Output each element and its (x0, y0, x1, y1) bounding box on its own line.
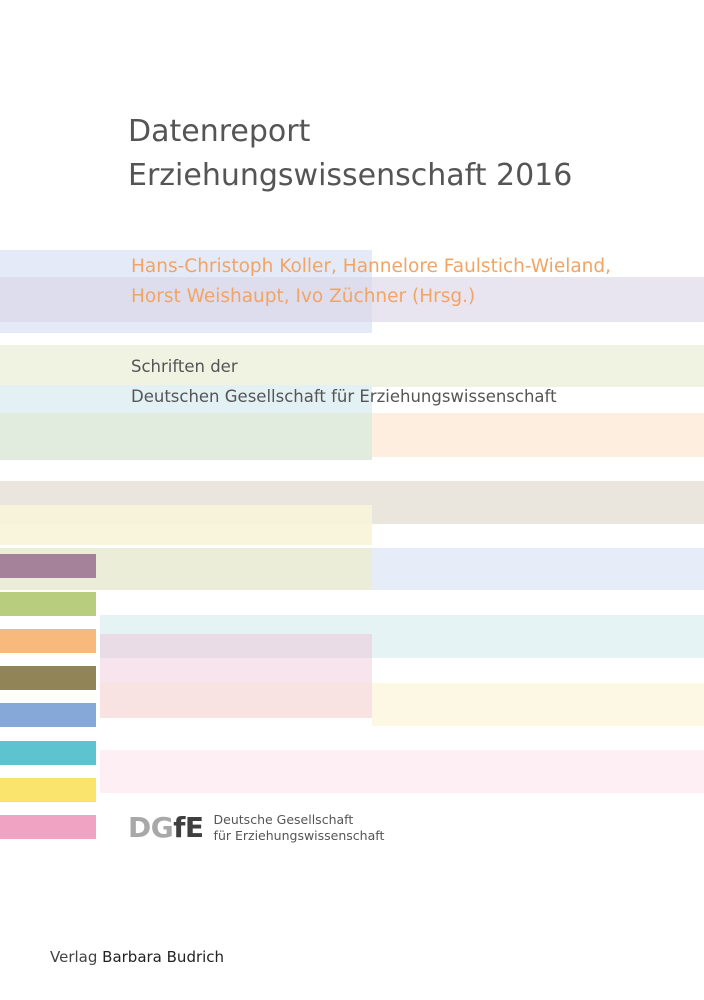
bg-band-mauve-left (100, 634, 372, 658)
dgfe-name-line2: für Erziehungswissenschaft (213, 828, 385, 843)
bg-band-pink-bottom (100, 750, 704, 793)
color-swatch-cyan (0, 741, 96, 765)
color-swatch-green (0, 592, 96, 616)
series-title: Schriften der Deutschen Gesellschaft für… (131, 352, 557, 412)
dgfe-mark-part2: fE (173, 811, 204, 844)
dgfe-organization-name: Deutsche Gesellschaft für Erziehungswiss… (214, 812, 385, 844)
publisher: Verlag Barbara Budrich (50, 945, 224, 969)
book-title-line2: Erziehungswissenschaft 2016 (128, 158, 573, 193)
series-title-line2: Deutschen Gesellschaft für Erziehungswis… (131, 387, 557, 406)
editors: Hans-Christoph Koller, Hannelore Faulsti… (131, 252, 611, 312)
series-title-line1: Schriften der (131, 357, 238, 376)
bg-band-rose-left (100, 683, 372, 718)
editors-line2: Horst Weishaupt, Ivo Züchner (Hrsg.) (131, 286, 476, 307)
bg-band-peach-right (372, 413, 704, 457)
book-title: Datenreport Erziehungswissenschaft 2016 (128, 110, 572, 198)
color-swatch-orange (0, 629, 96, 653)
bg-band-yellow-left (0, 505, 372, 545)
color-swatch-brown (0, 666, 96, 690)
color-swatch-purple (0, 554, 96, 578)
dgfe-logo-mark: DGfE (128, 810, 204, 846)
bg-band-lavender (0, 277, 704, 322)
color-swatch-yellow (0, 778, 96, 802)
bg-band-blue-right (372, 548, 704, 590)
bg-band-green-left (0, 413, 372, 460)
bg-band-lightgreen (0, 345, 704, 387)
publisher-prefix: Verlag (50, 948, 98, 966)
book-title-line1: Datenreport (128, 114, 311, 149)
bg-band-pink-left (100, 658, 372, 683)
color-swatch-pink (0, 815, 96, 839)
bg-band-yellow-right (372, 683, 704, 726)
dgfe-name-line1: Deutsche Gesellschaft (213, 812, 354, 827)
dgfe-mark-part1: DG (128, 811, 174, 844)
editors-line1: Hans-Christoph Koller, Hannelore Faulsti… (131, 256, 612, 277)
publisher-name: Barbara Budrich (102, 948, 225, 966)
bg-band-cyan (0, 385, 372, 413)
color-swatch-blue (0, 703, 96, 727)
dgfe-logo: DGfE Deutsche Gesellschaft für Erziehung… (128, 810, 384, 846)
